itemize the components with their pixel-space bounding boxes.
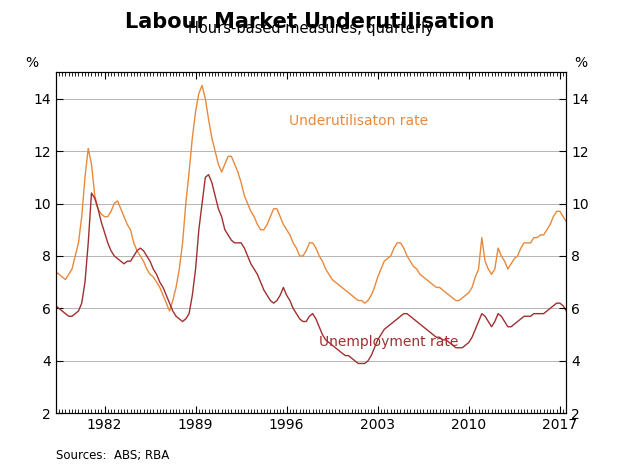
Text: Sources:  ABS; RBA: Sources: ABS; RBA [56, 449, 169, 462]
Text: Unemployment rate: Unemployment rate [319, 335, 459, 349]
Text: Labour Market Underutilisation: Labour Market Underutilisation [125, 12, 494, 32]
Text: %: % [574, 56, 588, 70]
Text: %: % [25, 56, 38, 70]
Text: Underutilisaton rate: Underutilisaton rate [289, 114, 428, 128]
Title: Hours-based measures, quarterly: Hours-based measures, quarterly [188, 21, 434, 36]
